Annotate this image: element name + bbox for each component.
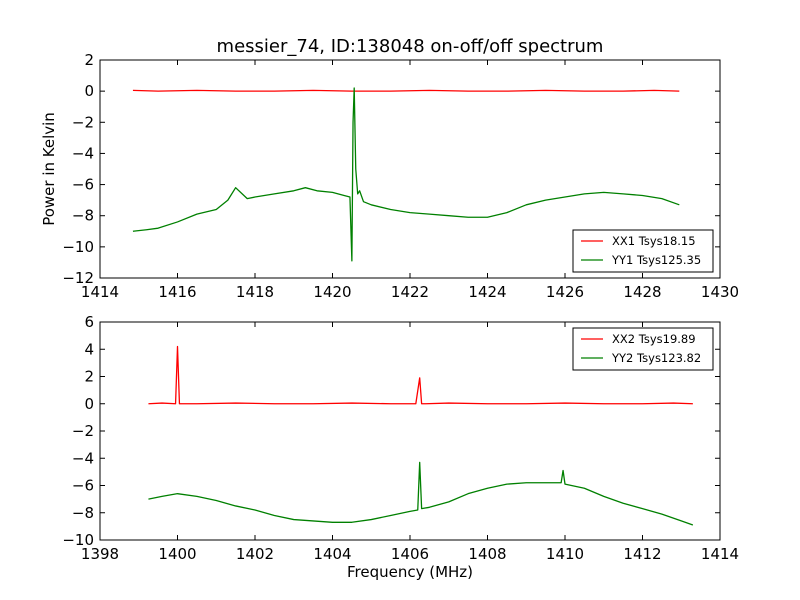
legend-box (572, 327, 714, 371)
x-tick-label: 1410 (546, 545, 584, 563)
y-axis-label: Power in Kelvin (40, 112, 58, 226)
legend-label: YY2 Tsys123.82 (611, 351, 701, 365)
y-tick-label: 6 (84, 313, 94, 331)
x-tick-label: 1404 (313, 545, 351, 563)
y-tick-label: −10 (62, 531, 94, 549)
series-line-xx2 (148, 345, 693, 405)
x-tick-label: 1420 (313, 283, 351, 301)
x-tick-label: 1416 (158, 283, 196, 301)
chart-title: messier_74, ID:138048 on-off/off spectru… (217, 36, 604, 57)
y-tick-label: −6 (72, 477, 94, 495)
y-tick-label: 2 (84, 51, 94, 69)
y-tick-label: −2 (72, 422, 94, 440)
y-tick-label: −6 (72, 176, 94, 194)
y-tick-label: −2 (72, 113, 94, 131)
bottom-panel: 1398 1400 1402 1404 1406 1408 1410 1412 1414 −10 −… (62, 313, 739, 581)
series-line-yy1 (132, 87, 680, 262)
x-axis-label: Frequency (MHz) (347, 563, 473, 581)
y-tick-label: −4 (72, 144, 94, 162)
x-tick-label: 1422 (391, 283, 429, 301)
x-tick-label: 1414 (81, 283, 119, 301)
legend: XX2 Tsys19.89 YY2 Tsys123.82 (572, 327, 714, 371)
x-tick-label: 1398 (81, 545, 119, 563)
x-tick-label: 1412 (623, 545, 661, 563)
series-line-yy2 (148, 461, 694, 526)
series-line-xx1 (132, 89, 680, 92)
x-tick-label: 1418 (236, 283, 274, 301)
legend: XX1 Tsys18.15 YY1 Tsys125.35 (572, 229, 714, 273)
x-tick-label: 1408 (468, 545, 506, 563)
x-tick-label: 1400 (158, 545, 196, 563)
x-tick-label: 1414 (701, 545, 739, 563)
y-tick-label: 0 (84, 82, 94, 100)
y-tick-label: 4 (84, 340, 94, 358)
x-tick-label: 1426 (546, 283, 584, 301)
x-tick-label: 1430 (701, 283, 739, 301)
x-tick-label: 1428 (623, 283, 661, 301)
x-tick-label: 1402 (236, 545, 274, 563)
legend-label: XX1 Tsys18.15 (612, 234, 696, 248)
top-panel: 1414 1416 1418 1420 1422 1424 1426 1428 1430 −12 −… (40, 51, 739, 301)
y-tick-label: −10 (62, 238, 94, 256)
y-tick-label: 2 (84, 368, 94, 386)
y-tick-label: 0 (84, 395, 94, 413)
legend-box (572, 229, 714, 273)
x-tick-label: 1424 (468, 283, 506, 301)
y-tick-label: −4 (72, 449, 94, 467)
y-tick-label: −8 (72, 504, 94, 522)
legend-label: XX2 Tsys19.89 (612, 332, 696, 346)
y-tick-label: −12 (62, 269, 94, 287)
y-tick-label: −8 (72, 207, 94, 225)
legend-label: YY1 Tsys125.35 (611, 253, 701, 267)
x-tick-label: 1406 (391, 545, 429, 563)
